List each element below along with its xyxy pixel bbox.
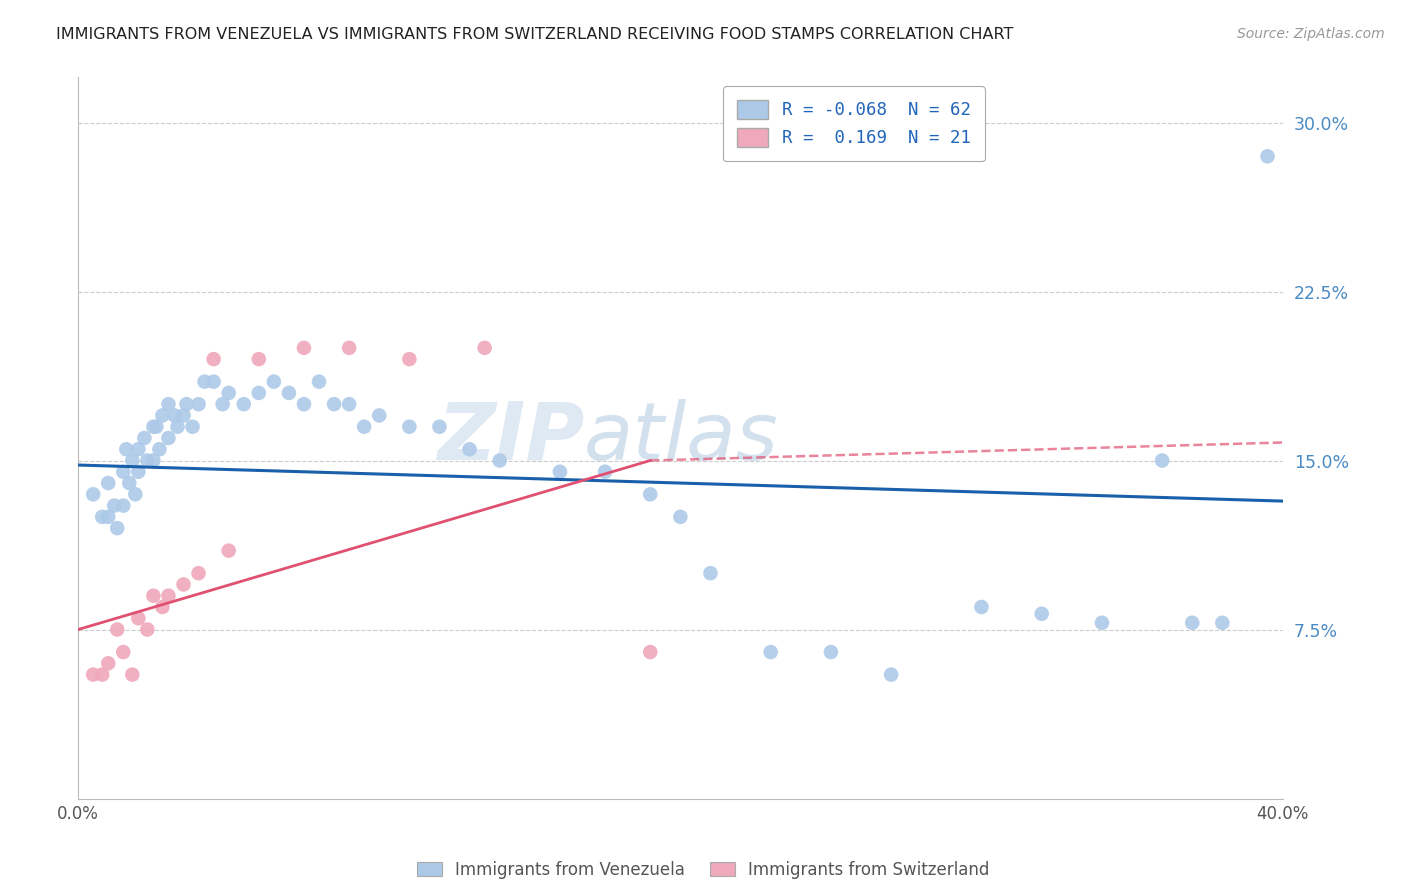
Point	[880, 667, 903, 681]
Point	[548, 465, 571, 479]
Point	[323, 397, 346, 411]
Point	[429, 419, 451, 434]
Point	[1031, 607, 1053, 621]
Point	[173, 577, 195, 591]
Point	[593, 465, 616, 479]
Point	[103, 499, 125, 513]
Point	[353, 419, 375, 434]
Point	[488, 453, 510, 467]
Point	[136, 623, 159, 637]
Point	[1181, 615, 1204, 630]
Point	[337, 397, 360, 411]
Point	[121, 667, 143, 681]
Point	[157, 397, 180, 411]
Point	[145, 419, 167, 434]
Point	[759, 645, 782, 659]
Point	[142, 419, 165, 434]
Point	[127, 611, 149, 625]
Point	[134, 431, 156, 445]
Point	[105, 521, 128, 535]
Point	[124, 487, 146, 501]
Point	[277, 385, 299, 400]
Legend: R = -0.068  N = 62, R =  0.169  N = 21: R = -0.068 N = 62, R = 0.169 N = 21	[723, 87, 984, 161]
Point	[142, 589, 165, 603]
Point	[202, 352, 225, 367]
Point	[308, 375, 330, 389]
Point	[127, 465, 149, 479]
Point	[142, 453, 165, 467]
Point	[398, 352, 420, 367]
Point	[194, 375, 217, 389]
Point	[638, 645, 661, 659]
Point	[638, 487, 661, 501]
Point	[292, 397, 315, 411]
Point	[97, 476, 120, 491]
Point	[157, 589, 180, 603]
Point	[112, 465, 135, 479]
Point	[163, 409, 186, 423]
Point	[1211, 615, 1233, 630]
Point	[82, 487, 104, 501]
Point	[1152, 453, 1174, 467]
Point	[152, 599, 174, 614]
Text: ZIP: ZIP	[437, 399, 583, 477]
Point	[112, 499, 135, 513]
Point	[232, 397, 254, 411]
Point	[669, 509, 692, 524]
Point	[115, 442, 138, 457]
Point	[247, 352, 270, 367]
Point	[474, 341, 496, 355]
Point	[173, 409, 195, 423]
Point	[292, 341, 315, 355]
Point	[91, 667, 114, 681]
Point	[699, 566, 721, 581]
Text: IMMIGRANTS FROM VENEZUELA VS IMMIGRANTS FROM SWITZERLAND RECEIVING FOOD STAMPS C: IMMIGRANTS FROM VENEZUELA VS IMMIGRANTS …	[56, 27, 1014, 42]
Point	[218, 385, 240, 400]
Point	[263, 375, 285, 389]
Point	[187, 397, 209, 411]
Point	[148, 442, 170, 457]
Point	[337, 341, 360, 355]
Point	[136, 453, 159, 467]
Point	[368, 409, 391, 423]
Point	[105, 623, 128, 637]
Point	[398, 419, 420, 434]
Point	[152, 409, 174, 423]
Point	[181, 419, 204, 434]
Point	[127, 442, 149, 457]
Text: Source: ZipAtlas.com: Source: ZipAtlas.com	[1237, 27, 1385, 41]
Point	[820, 645, 842, 659]
Point	[97, 509, 120, 524]
Point	[970, 599, 993, 614]
Point	[458, 442, 481, 457]
Text: atlas: atlas	[583, 399, 779, 477]
Point	[1257, 149, 1279, 163]
Point	[187, 566, 209, 581]
Legend: Immigrants from Venezuela, Immigrants from Switzerland: Immigrants from Venezuela, Immigrants fr…	[412, 855, 994, 884]
Point	[247, 385, 270, 400]
Point	[166, 419, 188, 434]
Point	[211, 397, 233, 411]
Point	[121, 453, 143, 467]
Point	[97, 657, 120, 671]
Point	[202, 375, 225, 389]
Point	[91, 509, 114, 524]
Point	[1091, 615, 1114, 630]
Point	[218, 543, 240, 558]
Point	[157, 431, 180, 445]
Point	[118, 476, 141, 491]
Point	[112, 645, 135, 659]
Point	[176, 397, 198, 411]
Point	[82, 667, 104, 681]
